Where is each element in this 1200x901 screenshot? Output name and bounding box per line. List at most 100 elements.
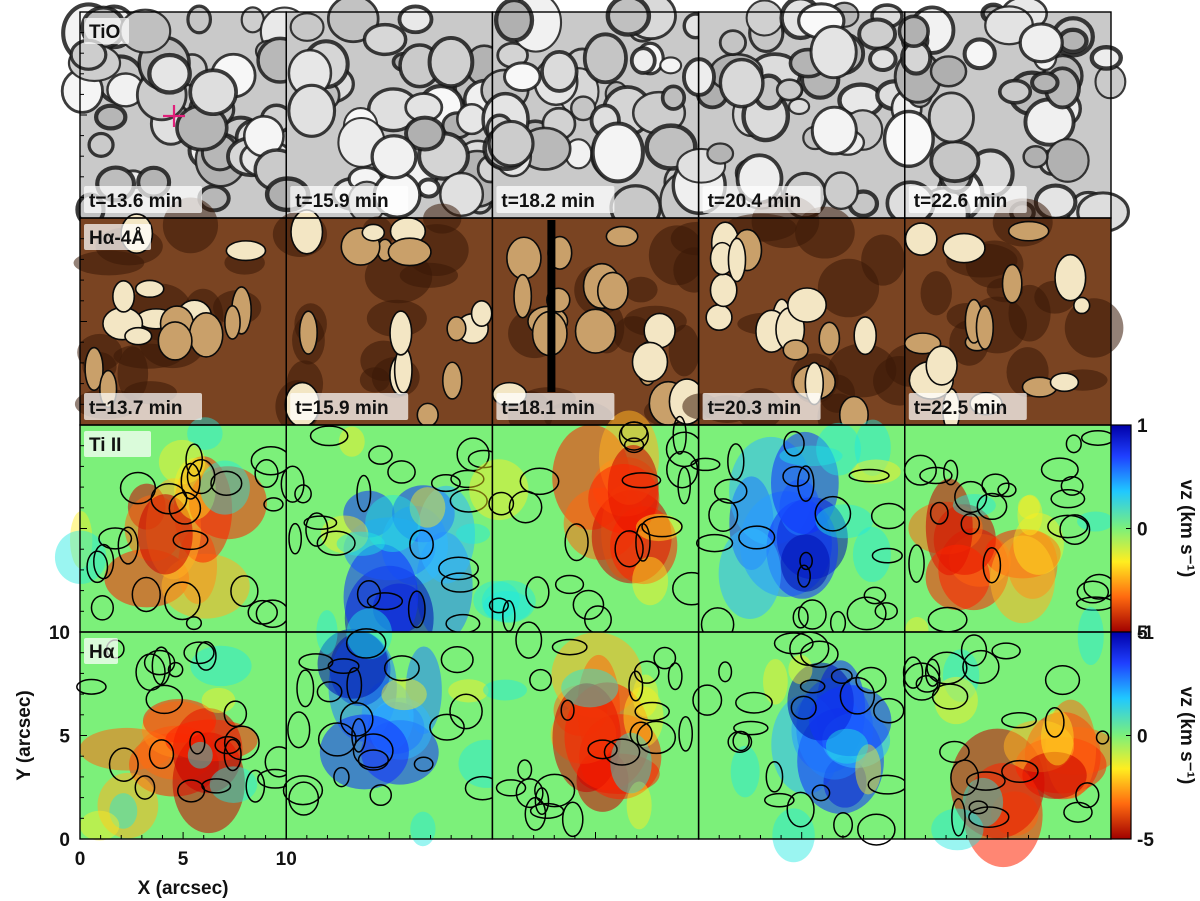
contour-line (296, 669, 315, 708)
granule (94, 103, 128, 131)
contour-line (839, 676, 876, 715)
contour-line (623, 437, 645, 454)
time-label-badge (702, 186, 821, 213)
velocity-blob (942, 649, 980, 702)
contour-line (1076, 580, 1110, 604)
y-tick-label: 10 (49, 623, 70, 644)
dark-patch (624, 276, 658, 303)
bright-point (441, 361, 463, 400)
row-label-badge (84, 224, 151, 250)
colorbar-tick-label: 0 (1137, 727, 1148, 748)
velocity-blob (1022, 751, 1087, 799)
granule (997, 78, 1033, 105)
contour-line (718, 661, 733, 683)
velocity-blob (188, 466, 267, 540)
granule (857, 17, 898, 51)
velocity-blob (816, 422, 861, 476)
contour-line (695, 533, 734, 553)
contour-line (635, 523, 651, 562)
granule (493, 0, 535, 43)
x-tick-label: 5 (178, 849, 189, 870)
contour-line (765, 760, 784, 793)
contour-line (672, 415, 687, 455)
contour-line (366, 592, 404, 611)
row-label: Hα-4Å (89, 228, 145, 249)
contour-line (180, 462, 201, 500)
halpha-wing-panel (885, 198, 1124, 434)
colorbar-tick-label: 0 (1137, 520, 1148, 541)
velocity-blob (109, 793, 138, 829)
time-label-badge (702, 393, 821, 420)
granule (787, 97, 811, 116)
velocity-blob (772, 808, 815, 863)
time-label: t=18.2 min (501, 191, 594, 212)
contour-line (352, 733, 394, 769)
time-label: t=20.3 min (708, 398, 801, 419)
velocity-blob (473, 580, 520, 620)
granule (540, 50, 579, 93)
contour-line (1063, 801, 1093, 823)
granule (582, 32, 628, 85)
y-tick-label: 5 (59, 727, 70, 748)
granule (370, 134, 418, 180)
contour-line (783, 430, 805, 457)
contour-line (976, 492, 1008, 521)
granule (809, 24, 858, 80)
bright-point (446, 316, 467, 342)
contour-line (968, 806, 1010, 828)
contour-line (223, 725, 260, 761)
velocity-blob (410, 811, 436, 847)
granule (629, 46, 657, 75)
panel-labels: TiO Hα-4Å Ti II Hα t=13.6 min t=15.9 min t=18.… (84, 18, 1027, 664)
granule (289, 12, 325, 42)
contour-line (800, 640, 839, 668)
granule (362, 22, 408, 57)
contour-line (316, 681, 343, 703)
tio-panel (882, 0, 1130, 242)
time-label-badge (290, 393, 409, 420)
bright-point (1049, 372, 1080, 393)
contour-line (621, 472, 662, 489)
contour-line (309, 425, 349, 447)
contour-line (634, 701, 670, 722)
contour-line (282, 775, 324, 806)
velocity-blob (825, 728, 869, 764)
bright-point (782, 339, 809, 361)
contour-line (529, 802, 565, 820)
contour-line (997, 482, 1017, 498)
contour-line (1044, 665, 1081, 696)
contour-line (524, 796, 547, 831)
dark-patch (920, 271, 952, 316)
time-label-badge (908, 186, 1027, 213)
velocity-blob (456, 523, 491, 544)
halpha-doppler-panel (692, 631, 908, 863)
bright-point (361, 223, 386, 242)
bright-point (513, 273, 533, 319)
contour-line (902, 656, 924, 689)
contour-line (874, 602, 898, 621)
velocity-blob (931, 808, 984, 851)
contour-line (440, 646, 474, 674)
contour-line (786, 791, 815, 828)
time-label-badge (496, 186, 615, 213)
row-label-badge (84, 18, 129, 44)
bright-point (112, 280, 136, 313)
contour-line (245, 769, 266, 803)
colorbar-label: vz (km s⁻¹) (1176, 687, 1197, 785)
contour-line (561, 801, 584, 838)
contour-line (167, 661, 184, 678)
contour-line (667, 662, 683, 691)
velocity-blob (338, 426, 365, 457)
colorbar-tick-label: 1 (1137, 416, 1148, 437)
granule (718, 29, 747, 56)
dark-patch (73, 250, 145, 276)
contour-line (560, 699, 575, 721)
granule (503, 61, 542, 93)
granule (659, 56, 683, 75)
contour-line (519, 467, 560, 496)
granule (188, 68, 238, 117)
bright-point (134, 279, 165, 299)
contour-line (407, 590, 426, 629)
contour-line (495, 779, 527, 797)
granule (147, 52, 192, 95)
